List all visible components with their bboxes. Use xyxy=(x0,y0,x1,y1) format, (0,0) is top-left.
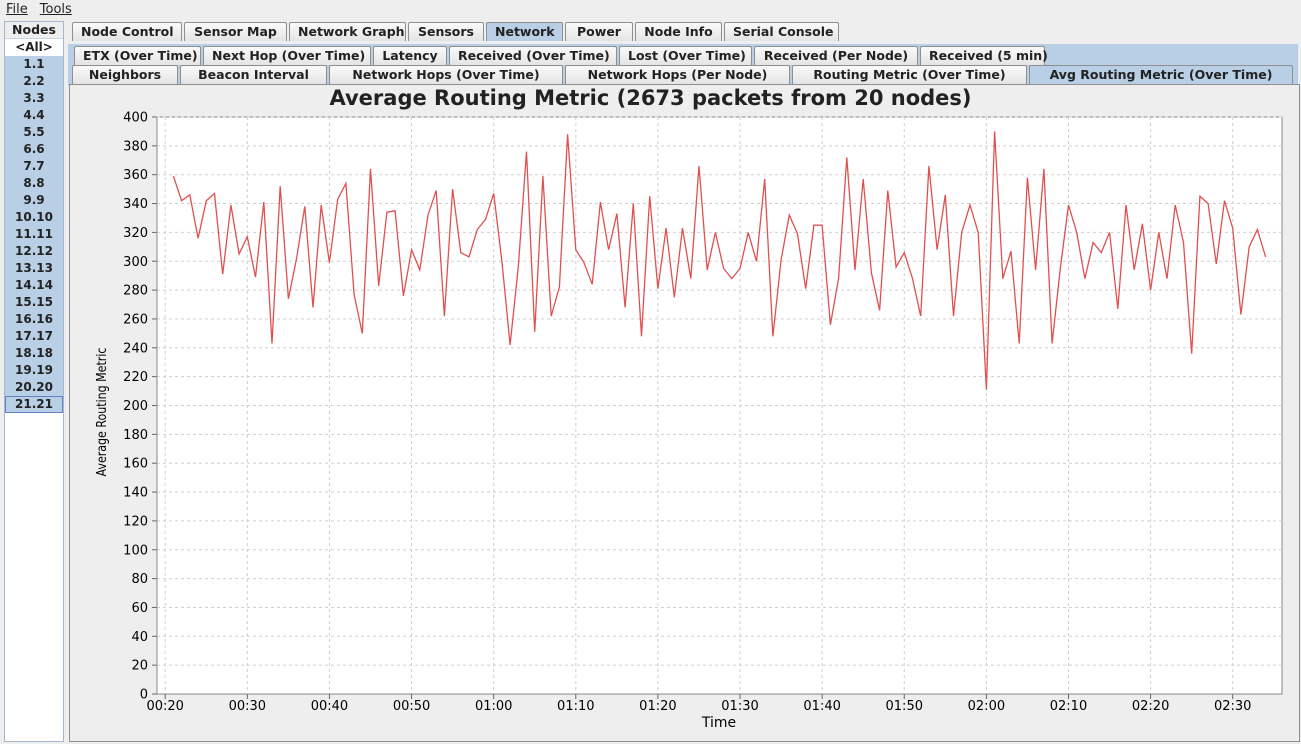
node-item[interactable]: 17.17 xyxy=(5,328,63,345)
node-item[interactable]: 13.13 xyxy=(5,260,63,277)
chart-panel xyxy=(69,84,1300,742)
tab-main-4[interactable]: Network xyxy=(486,22,563,41)
tab-sub2-2[interactable]: Network Hops (Over Time) xyxy=(329,65,563,84)
node-item[interactable]: 8.8 xyxy=(5,175,63,192)
tab-main-6[interactable]: Node Info xyxy=(635,22,722,41)
tab-sub2-5[interactable]: Avg Routing Metric (Over Time) xyxy=(1029,65,1293,84)
subtab-bar-row1: ETX (Over Time) Next Hop (Over Time) Laten… xyxy=(74,46,1048,65)
node-item[interactable]: 20.20 xyxy=(5,379,63,396)
node-item[interactable]: 14.14 xyxy=(5,277,63,294)
subtab-bar-row2: Neighbors Beacon Interval Network Hops (Ov… xyxy=(72,65,1295,84)
node-item[interactable]: 9.9 xyxy=(5,192,63,209)
node-item[interactable]: 15.15 xyxy=(5,294,63,311)
tab-sub-6[interactable]: Received (5 min) xyxy=(920,46,1048,65)
tab-sub-0[interactable]: ETX (Over Time) xyxy=(74,46,201,65)
main-tab-bar: Node Control Sensor Map Network Graph Senso… xyxy=(72,22,841,41)
tab-main-3[interactable]: Sensors xyxy=(408,22,484,41)
node-item[interactable]: 5.5 xyxy=(5,124,63,141)
tab-main-2[interactable]: Network Graph xyxy=(289,22,406,41)
tab-sub2-4[interactable]: Routing Metric (Over Time) xyxy=(792,65,1027,84)
tab-sub-3[interactable]: Received (Over Time) xyxy=(449,46,617,65)
node-item[interactable]: 6.6 xyxy=(5,141,63,158)
node-items: <All> 1.1 2.2 3.3 4.4 5.5 6.6 7.7 8.8 9.9 10.10 11.… xyxy=(5,39,63,413)
tab-sub-5[interactable]: Received (Per Node) xyxy=(754,46,918,65)
node-item[interactable]: 18.18 xyxy=(5,345,63,362)
tab-main-5[interactable]: Power xyxy=(565,22,633,41)
menu-tools[interactable]: Tools xyxy=(39,2,72,17)
tab-sub2-3[interactable]: Network Hops (Per Node) xyxy=(565,65,790,84)
chart-title: Average Routing Metric (2673 packets fro… xyxy=(329,86,972,110)
tab-sub-4[interactable]: Lost (Over Time) xyxy=(619,46,752,65)
node-item-all[interactable]: <All> xyxy=(5,39,63,56)
tab-sub2-1[interactable]: Beacon Interval xyxy=(180,65,327,84)
tab-sub2-0[interactable]: Neighbors xyxy=(72,65,178,84)
tab-sub-1[interactable]: Next Hop (Over Time) xyxy=(203,46,371,65)
tab-main-0[interactable]: Node Control xyxy=(72,22,182,41)
tab-sub-2[interactable]: Latency xyxy=(373,46,447,65)
tab-main-1[interactable]: Sensor Map xyxy=(184,22,287,41)
tab-main-7[interactable]: Serial Console xyxy=(724,22,839,41)
node-item[interactable]: 11.11 xyxy=(5,226,63,243)
node-item[interactable]: 19.19 xyxy=(5,362,63,379)
node-item[interactable]: 3.3 xyxy=(5,90,63,107)
node-item[interactable]: 10.10 xyxy=(5,209,63,226)
menu-file[interactable]: File xyxy=(6,2,28,17)
node-item[interactable]: 21.21 xyxy=(5,396,63,413)
node-item[interactable]: 12.12 xyxy=(5,243,63,260)
node-item[interactable]: 4.4 xyxy=(5,107,63,124)
node-item[interactable]: 16.16 xyxy=(5,311,63,328)
nodes-header: Nodes xyxy=(5,22,63,39)
node-item[interactable]: 1.1 xyxy=(5,56,63,73)
menu-bar: File Tools xyxy=(0,0,1301,19)
node-item[interactable]: 2.2 xyxy=(5,73,63,90)
nodes-list: Nodes <All> 1.1 2.2 3.3 4.4 5.5 6.6 7.7 8.8 9.9 10… xyxy=(4,21,64,742)
node-item[interactable]: 7.7 xyxy=(5,158,63,175)
